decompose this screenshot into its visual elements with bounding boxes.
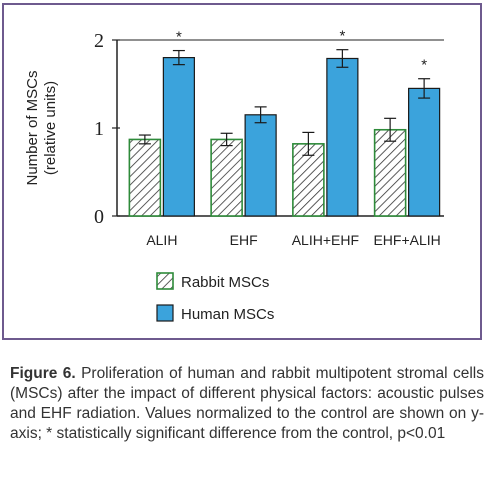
- y-axis-label-line-2: (relative units): [42, 81, 59, 175]
- x-category-label: ALIH: [146, 232, 177, 248]
- y-tick-label: 0: [94, 206, 104, 228]
- figure-frame: 0 1 2 Number of MSCs (relative units) * ALIH EH…: [2, 3, 482, 340]
- legend-swatch-human: [156, 304, 174, 322]
- bar-human-alih+ehf: [326, 57, 359, 217]
- caption-label: Figure 6.: [10, 365, 76, 382]
- bar-human-ehf+alih: [408, 87, 441, 217]
- bar-human-alih: [162, 56, 195, 217]
- bar-rabbit-ehf: [210, 138, 243, 217]
- bar-rabbit-ehf+alih: [373, 128, 407, 217]
- y-axis-label-line-1: Number of MSCs: [24, 70, 41, 185]
- figure-caption: Figure 6. Proliferation of human and rab…: [10, 364, 484, 444]
- y-tick-label: 2: [94, 30, 104, 52]
- significance-marker: *: [176, 29, 182, 46]
- caption-text: Proliferation of human and rabbit multip…: [10, 365, 484, 442]
- legend-label-rabbit: Rabbit MSCs: [181, 274, 269, 291]
- x-category-label: ALIH+EHF: [292, 232, 359, 248]
- y-tick-label: 1: [94, 118, 104, 140]
- x-category-label: EHF: [230, 232, 258, 248]
- legend-label-human: Human MSCs: [181, 306, 274, 323]
- significance-marker: *: [421, 57, 427, 74]
- significance-marker: *: [339, 28, 345, 45]
- bar-chart: 0 1 2 Number of MSCs (relative units) * ALIH EH…: [24, 28, 444, 323]
- x-category-label: EHF+ALIH: [373, 232, 440, 248]
- bar-rabbit-alih: [128, 138, 162, 217]
- bar-human-ehf: [244, 114, 277, 217]
- legend-swatch-rabbit: [156, 272, 174, 290]
